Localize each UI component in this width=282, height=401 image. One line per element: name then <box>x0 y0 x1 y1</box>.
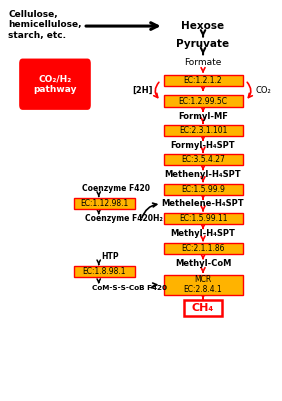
FancyBboxPatch shape <box>164 213 243 224</box>
Text: Methyl-H₄SPT: Methyl-H₄SPT <box>171 229 235 238</box>
Text: Formyl-H₄SPT: Formyl-H₄SPT <box>171 141 235 150</box>
Text: Methelene-H₄SPT: Methelene-H₄SPT <box>162 199 244 208</box>
Text: EC:3.5.4.27: EC:3.5.4.27 <box>181 155 225 164</box>
Text: Formyl-MF: Formyl-MF <box>178 112 228 121</box>
Text: EC:1.5.99.11: EC:1.5.99.11 <box>179 214 227 223</box>
Text: EC:2.3.1.101: EC:2.3.1.101 <box>179 126 227 135</box>
Text: CH₄: CH₄ <box>192 303 214 313</box>
Text: EC:1.2.1.2: EC:1.2.1.2 <box>184 76 222 85</box>
Text: EC:1.12.98.1: EC:1.12.98.1 <box>80 199 129 208</box>
FancyBboxPatch shape <box>164 243 243 254</box>
Text: Coenzyme F420: Coenzyme F420 <box>81 184 150 193</box>
Text: CoM-S-S-CoB F420: CoM-S-S-CoB F420 <box>92 285 167 291</box>
Text: Hexose: Hexose <box>182 21 224 31</box>
Text: EC:1.8.98.1: EC:1.8.98.1 <box>83 267 126 276</box>
Text: Coenzyme F420H₂: Coenzyme F420H₂ <box>85 214 163 223</box>
FancyBboxPatch shape <box>184 300 222 316</box>
Text: [2H]: [2H] <box>132 86 153 95</box>
Text: Pyruvate: Pyruvate <box>177 39 230 49</box>
Text: EC:2.1.1.86: EC:2.1.1.86 <box>181 244 225 253</box>
Text: CO₂: CO₂ <box>256 86 272 95</box>
Text: Cellulose,
hemicellulose,
starch, etc.: Cellulose, hemicellulose, starch, etc. <box>8 10 82 40</box>
Text: MCR
EC:2.8.4.1: MCR EC:2.8.4.1 <box>184 275 222 294</box>
FancyBboxPatch shape <box>74 266 135 277</box>
FancyBboxPatch shape <box>164 75 243 86</box>
FancyBboxPatch shape <box>19 59 91 110</box>
Text: EC:1.2.99.5C: EC:1.2.99.5C <box>179 97 228 105</box>
FancyBboxPatch shape <box>74 198 135 209</box>
FancyBboxPatch shape <box>164 184 243 195</box>
Text: Formate: Formate <box>184 59 222 67</box>
Text: HTP: HTP <box>101 252 119 261</box>
FancyBboxPatch shape <box>164 95 243 107</box>
Text: Methyl-CoM: Methyl-CoM <box>175 259 231 268</box>
FancyBboxPatch shape <box>164 125 243 136</box>
FancyBboxPatch shape <box>164 154 243 165</box>
Text: EC:1.5.99.9: EC:1.5.99.9 <box>181 185 225 194</box>
Text: CO₂/H₂
pathway: CO₂/H₂ pathway <box>33 75 77 94</box>
Text: Methenyl-H₄SPT: Methenyl-H₄SPT <box>165 170 241 179</box>
FancyBboxPatch shape <box>164 275 243 295</box>
